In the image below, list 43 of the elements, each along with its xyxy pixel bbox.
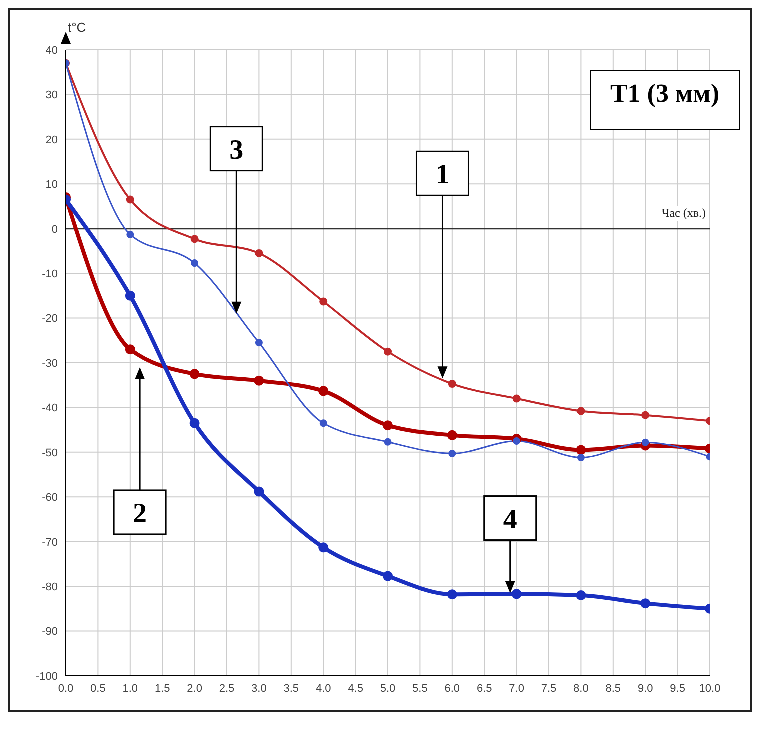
x-tick-label: 0.0 [58,682,74,695]
x-axis-title: Час (хв.) [660,206,708,221]
y-tick-label: 0 [52,224,58,236]
x-tick-label: 8.0 [574,682,589,695]
y-tick-label: 30 [46,90,58,102]
y-tick-label: -40 [42,402,58,415]
x-tick-label: 4.5 [348,682,364,695]
annotation: 2 [133,498,148,530]
y-tick-label: -80 [42,581,58,594]
y-tick-label: 20 [46,134,58,146]
y-tick-label: -20 [42,313,58,326]
x-tick-label: 2.5 [219,682,235,695]
x-tick-label: 1.5 [154,682,170,695]
x-tick-label: 0.5 [90,682,106,695]
x-tick-label: 5.5 [412,682,428,695]
y-tick-label: -70 [42,536,58,549]
x-tick-label: 3.0 [252,682,267,695]
y-tick-label: -50 [42,447,58,460]
annotation: 4 [503,504,518,536]
y-tick-label: -100 [36,670,58,683]
x-tick-label: 3.5 [284,682,300,695]
x-tick-label: 7.0 [509,682,524,695]
x-tick-label: 6.0 [444,682,460,695]
y-tick-label: 40 [46,44,58,57]
y-tick-label: -60 [42,492,58,504]
y-tick-label: -30 [42,358,58,370]
y-axis-title: t°C [68,20,86,35]
x-tick-label: 9.0 [638,682,654,695]
x-tick-label: 4.0 [316,682,332,695]
x-tick-label: 8.5 [606,682,622,695]
text: T1 (3 мм) [590,70,740,130]
x-tick-label: 5.0 [380,682,396,695]
annotation: 3 [230,134,244,166]
y-tick-label: -10 [42,268,58,280]
x-tick-label: 2.0 [187,682,202,695]
x-tick-label: 10.0 [699,682,721,695]
y-tick-label: -90 [42,626,58,638]
x-tick-label: 7.5 [541,682,557,695]
x-tick-label: 1.0 [122,682,138,695]
x-tick-label: 9.5 [670,682,686,695]
y-tick-label: 10 [46,179,58,192]
x-tick-label: 6.5 [476,682,492,695]
annotation: 1 [436,160,450,191]
